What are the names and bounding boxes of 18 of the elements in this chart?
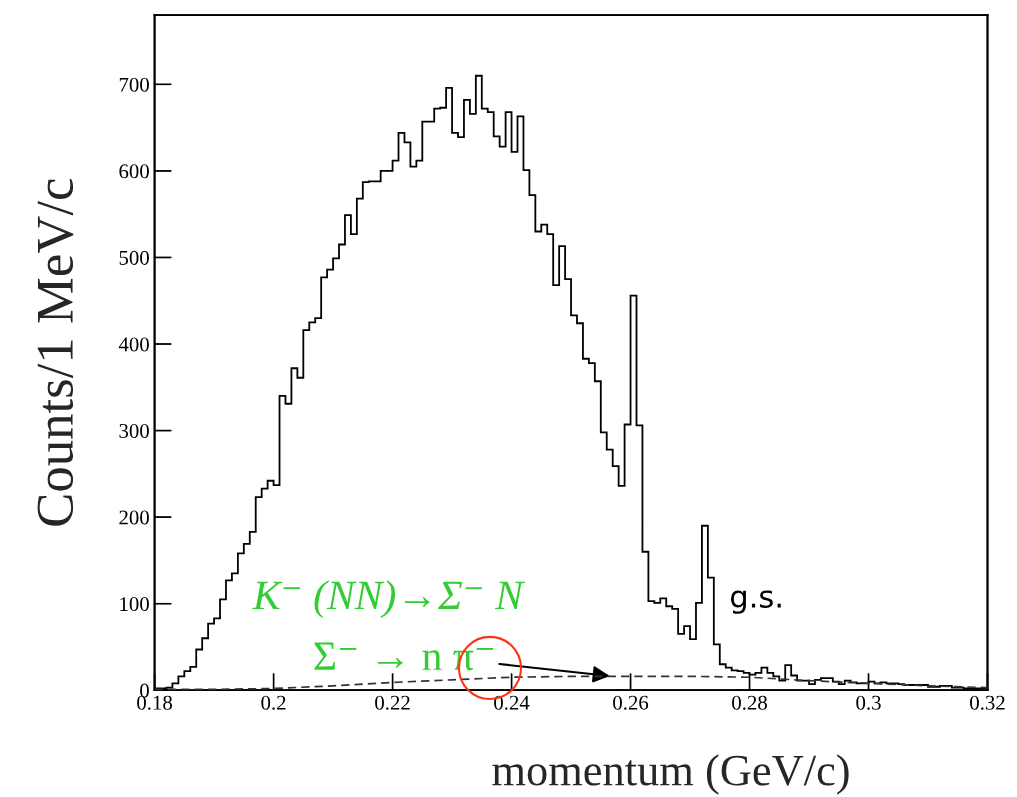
- y-axis-title: Counts/1 MeV/c: [37, 179, 74, 526]
- y-tick-label: 700: [119, 77, 149, 92]
- x-tick-label: 0.3: [856, 695, 881, 710]
- x-tick-label: 0.22: [375, 695, 410, 710]
- annotation: K⁻ (NN)→Σ⁻ N: [252, 580, 525, 618]
- y-tick-label: 200: [119, 510, 149, 525]
- x-axis-title: momentum (GeV/c): [492, 754, 849, 795]
- y-tick-label: 600: [119, 164, 149, 179]
- x-tick-label: 0.28: [732, 695, 767, 710]
- y-tick-label: 300: [119, 423, 149, 438]
- x-tick-label: 0.2: [261, 695, 286, 710]
- x-tick-label: 0.32: [970, 695, 1005, 710]
- y-tick-label: 100: [120, 597, 149, 612]
- annotation: g.s.: [730, 590, 781, 614]
- x-tick-label: 0.24: [494, 695, 530, 710]
- x-tick-label: 0.26: [613, 695, 649, 710]
- y-tick-label: 500: [119, 250, 149, 265]
- y-tick-label: 400: [118, 337, 149, 352]
